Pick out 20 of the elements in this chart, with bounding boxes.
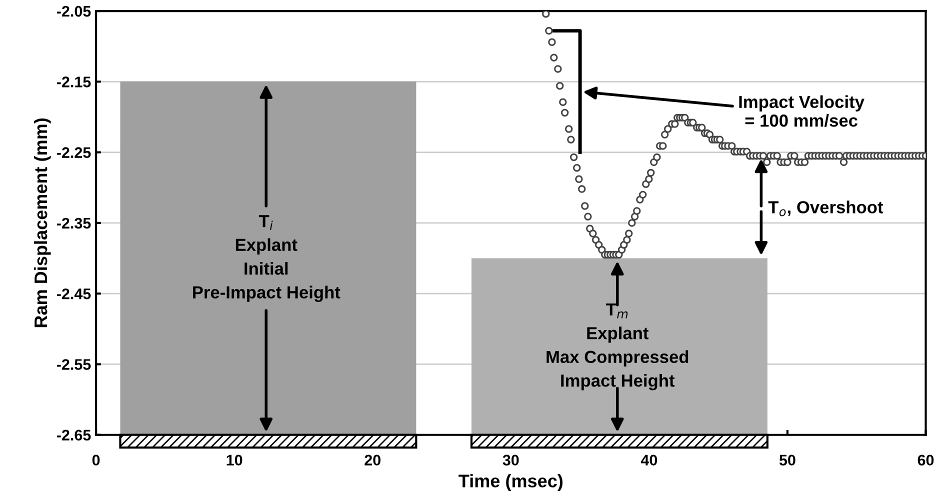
x-axis-title: Time (msec): [458, 474, 563, 491]
y-axis-title: Ram Displacement (mm): [34, 118, 51, 328]
x-tick-label: 40: [640, 454, 658, 466]
y-tick-label: -2.25: [56, 147, 91, 158]
x-tick-label: 30: [502, 454, 519, 466]
y-tick-label: -2.05: [56, 6, 91, 17]
x-tick-label: 20: [364, 454, 380, 466]
y-tick-label: -2.35: [56, 218, 91, 229]
x-tick-label: 10: [226, 454, 242, 466]
annotation: T$_{m}$ Explant Max Compressed Impact Height: [546, 303, 688, 390]
annotation: T$_{i}$ Explant Initial Pre-Impact Height: [193, 215, 340, 302]
annotation: Impact Velocity = 100 mm/sec: [739, 95, 864, 127]
y-tick-label: -2.45: [56, 288, 91, 300]
y-tick-label: -2.65: [56, 430, 91, 441]
x-tick-label: 0: [92, 454, 100, 466]
x-tick-label: 50: [779, 454, 796, 466]
y-tick-label: -2.15: [56, 76, 91, 88]
annotation: T$_{o}$, Overshoot: [768, 200, 884, 216]
x-tick-label: 60: [918, 454, 934, 466]
y-tick-label: -2.55: [56, 359, 91, 370]
